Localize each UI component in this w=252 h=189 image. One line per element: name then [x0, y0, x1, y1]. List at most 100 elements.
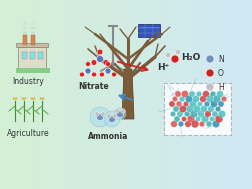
Ellipse shape	[14, 98, 16, 100]
Ellipse shape	[23, 98, 25, 100]
Circle shape	[178, 96, 185, 102]
Circle shape	[177, 120, 184, 128]
Ellipse shape	[31, 22, 35, 25]
Circle shape	[184, 121, 191, 127]
Circle shape	[106, 114, 111, 118]
Circle shape	[91, 60, 96, 65]
Circle shape	[204, 101, 209, 107]
Circle shape	[200, 106, 206, 112]
Bar	[16, 43, 48, 47]
Ellipse shape	[40, 98, 42, 100]
Bar	[38, 52, 43, 59]
Text: H⁺: H⁺	[156, 63, 169, 71]
Circle shape	[181, 90, 188, 98]
Circle shape	[90, 107, 110, 127]
Bar	[18, 47, 46, 69]
Circle shape	[193, 115, 201, 123]
Ellipse shape	[22, 98, 24, 100]
Circle shape	[205, 95, 213, 103]
Circle shape	[120, 109, 125, 113]
Circle shape	[205, 55, 213, 63]
Circle shape	[111, 63, 114, 66]
Circle shape	[169, 111, 175, 117]
Ellipse shape	[23, 26, 27, 29]
Circle shape	[179, 105, 186, 113]
Text: Agriculture: Agriculture	[7, 129, 49, 138]
Ellipse shape	[23, 32, 27, 35]
Circle shape	[193, 106, 200, 112]
Ellipse shape	[40, 97, 41, 100]
Text: O: O	[217, 68, 223, 77]
Circle shape	[217, 101, 224, 107]
Ellipse shape	[34, 97, 35, 100]
Circle shape	[174, 91, 181, 97]
Ellipse shape	[32, 98, 34, 100]
Circle shape	[96, 56, 103, 63]
Text: Nitrate: Nitrate	[78, 82, 109, 91]
Text: N: N	[217, 54, 223, 64]
Circle shape	[185, 105, 193, 113]
Circle shape	[189, 100, 196, 108]
Circle shape	[214, 106, 220, 112]
Circle shape	[85, 68, 91, 74]
Circle shape	[176, 111, 182, 117]
Circle shape	[207, 106, 213, 112]
Ellipse shape	[42, 98, 43, 100]
Circle shape	[103, 60, 108, 65]
Circle shape	[170, 55, 178, 63]
Bar	[22, 52, 27, 59]
Circle shape	[170, 121, 177, 127]
Ellipse shape	[41, 98, 43, 100]
Circle shape	[111, 72, 116, 77]
Circle shape	[220, 96, 226, 102]
Circle shape	[169, 101, 174, 107]
Circle shape	[202, 91, 209, 98]
Ellipse shape	[23, 22, 27, 25]
Circle shape	[94, 112, 99, 116]
Circle shape	[108, 115, 115, 122]
Ellipse shape	[30, 97, 32, 100]
Circle shape	[114, 109, 119, 113]
Circle shape	[192, 96, 198, 102]
Circle shape	[179, 115, 187, 123]
Text: Industry: Industry	[12, 77, 44, 86]
Bar	[31, 35, 35, 45]
Bar	[23, 35, 27, 45]
Circle shape	[211, 111, 217, 117]
Circle shape	[215, 116, 221, 122]
Circle shape	[201, 116, 207, 122]
Circle shape	[188, 91, 194, 97]
Circle shape	[198, 95, 206, 103]
Circle shape	[100, 112, 105, 116]
Circle shape	[97, 49, 102, 55]
Ellipse shape	[15, 98, 16, 100]
Circle shape	[185, 96, 191, 102]
Circle shape	[170, 95, 178, 103]
Circle shape	[218, 111, 224, 117]
Circle shape	[204, 111, 210, 117]
Text: H: H	[217, 83, 223, 91]
Circle shape	[198, 121, 205, 128]
Circle shape	[209, 91, 215, 97]
Ellipse shape	[25, 97, 26, 100]
Circle shape	[91, 72, 96, 77]
Circle shape	[114, 108, 125, 120]
Circle shape	[175, 100, 182, 108]
Circle shape	[196, 100, 203, 108]
Bar	[16, 68, 50, 73]
Circle shape	[190, 111, 196, 117]
Circle shape	[96, 114, 103, 121]
Circle shape	[213, 96, 219, 102]
Circle shape	[205, 83, 213, 91]
Circle shape	[175, 50, 180, 54]
Polygon shape	[121, 69, 134, 119]
Circle shape	[182, 110, 190, 118]
Circle shape	[79, 72, 84, 77]
Circle shape	[105, 68, 111, 74]
Circle shape	[195, 91, 202, 98]
Ellipse shape	[33, 98, 35, 100]
Circle shape	[173, 116, 180, 122]
Circle shape	[186, 115, 194, 123]
FancyBboxPatch shape	[137, 24, 159, 37]
Ellipse shape	[31, 98, 33, 100]
